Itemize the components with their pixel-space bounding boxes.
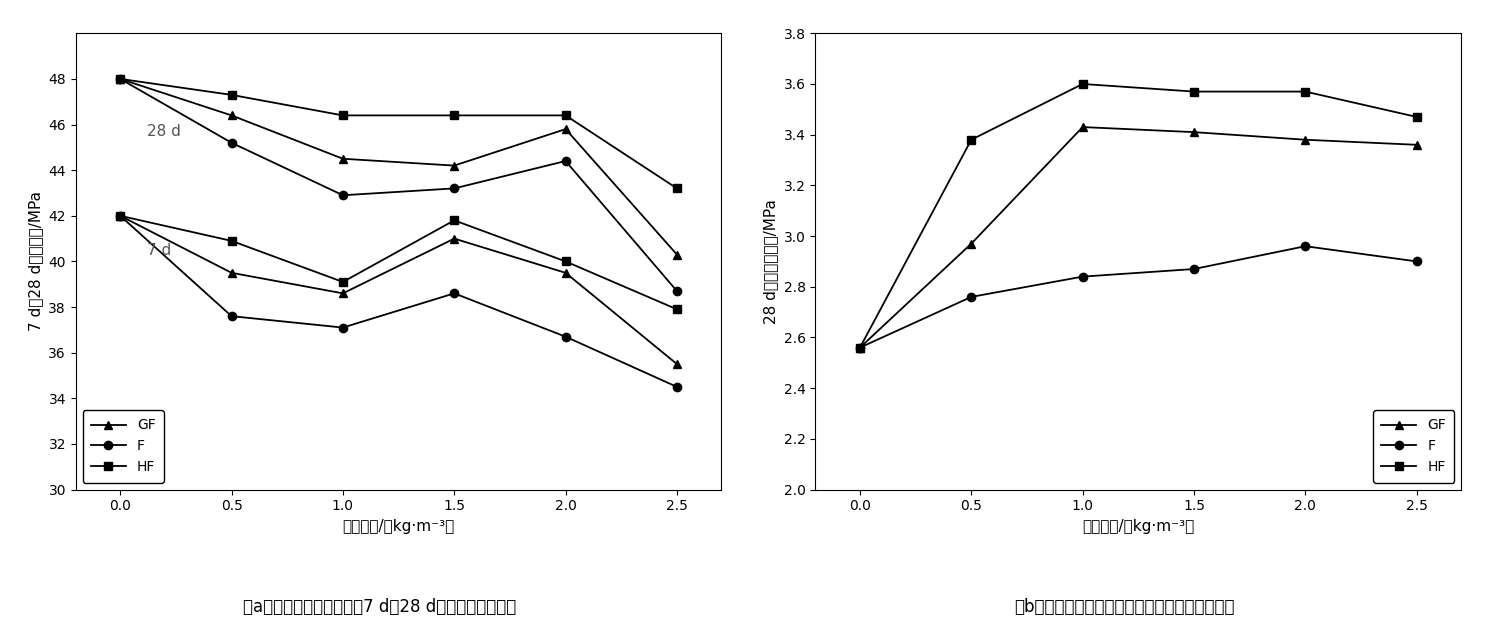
Text: 28 d: 28 d: [147, 124, 180, 139]
Y-axis label: 28 d劌裂抗拉强度/MPa: 28 d劌裂抗拉强度/MPa: [764, 199, 779, 324]
Y-axis label: 7 d、28 d抗压强度/MPa: 7 d、28 d抗压强度/MPa: [28, 192, 43, 331]
Text: （a）自密实轻骨料混凝土7 d、28 d抗压强度变化趋势: （a）自密实轻骨料混凝土7 d、28 d抗压强度变化趋势: [243, 598, 517, 615]
Legend: GF, F, HF: GF, F, HF: [82, 410, 164, 482]
Legend: GF, F, HF: GF, F, HF: [1373, 410, 1455, 482]
Text: 7 d: 7 d: [147, 243, 171, 258]
X-axis label: 纤维掖量/（kg·m⁻³）: 纤维掖量/（kg·m⁻³）: [1083, 519, 1194, 534]
Text: （b）自密实轻骨料混凝土劌裂抗拉强度变化趋势: （b）自密实轻骨料混凝土劌裂抗拉强度变化趋势: [1014, 598, 1234, 615]
X-axis label: 纤维掖量/（kg·m⁻³）: 纤维掖量/（kg·m⁻³）: [342, 519, 454, 534]
